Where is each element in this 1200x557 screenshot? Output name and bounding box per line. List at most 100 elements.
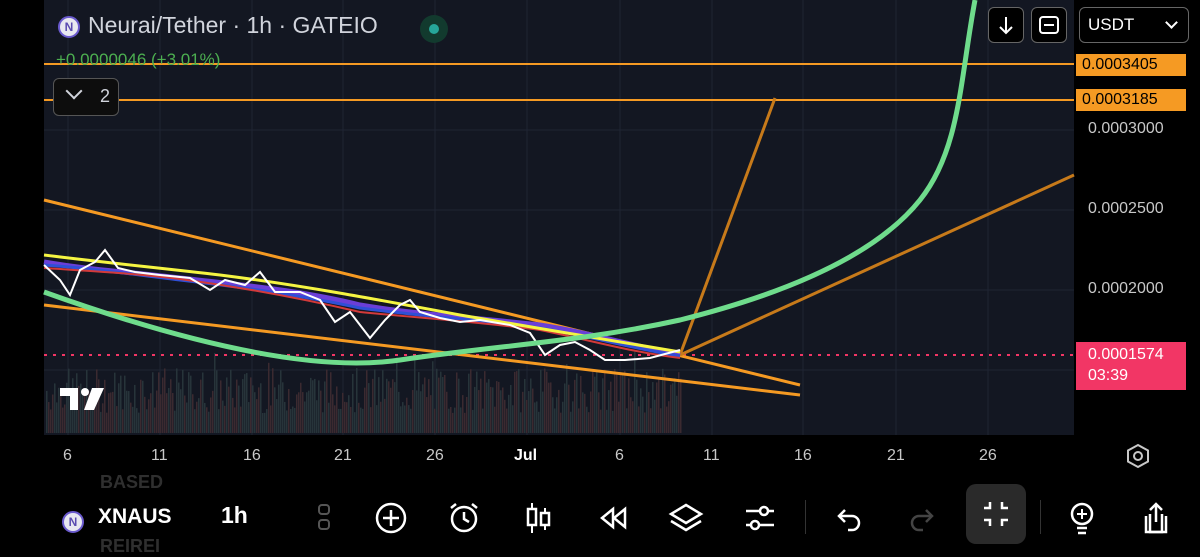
collapse-icon (984, 502, 1008, 526)
volume-bar (472, 409, 474, 433)
volume-bar (98, 379, 100, 433)
volume-bar (154, 407, 156, 433)
market-status-icon[interactable] (420, 15, 448, 43)
volume-bar (444, 374, 446, 433)
volume-bar (286, 410, 288, 433)
volume-bar (104, 379, 106, 433)
volume-bar (456, 372, 458, 433)
volume-bar (470, 369, 472, 433)
symbol-title[interactable]: Neurai/Tether · 1h · GATEIO (88, 12, 378, 38)
volume-bar (498, 381, 500, 433)
share-icon[interactable] (1138, 500, 1174, 536)
volume-bar (102, 403, 104, 433)
toolbar-divider (805, 500, 806, 534)
legend-toggle-button[interactable]: 2 (53, 78, 119, 116)
download-button[interactable] (988, 7, 1024, 43)
ticker-ghost-below: REIREI (100, 536, 161, 556)
volume-bar (476, 371, 478, 433)
chart-canvas[interactable] (0, 0, 1200, 478)
volume-bar (142, 380, 144, 433)
volume-bar (80, 383, 82, 433)
undo-icon[interactable] (830, 500, 866, 536)
alarm-icon[interactable] (446, 500, 482, 536)
compare-icon[interactable] (312, 500, 348, 536)
fit-screen-button[interactable] (1031, 7, 1067, 43)
volume-bar (528, 391, 530, 433)
lightbulb-icon[interactable] (1064, 500, 1100, 536)
volume-bar (166, 393, 168, 433)
volume-bar (600, 409, 602, 433)
volume-bar (592, 370, 594, 433)
volume-bar (94, 400, 96, 433)
volume-bar (670, 384, 672, 433)
time-tick: 16 (243, 447, 261, 464)
volume-bar (222, 400, 224, 433)
volume-bar (560, 412, 562, 433)
volume-bar (628, 378, 630, 433)
volume-bar (244, 374, 246, 433)
volume-bar (228, 386, 230, 433)
rewind-icon[interactable] (596, 500, 632, 536)
volume-bar (256, 399, 258, 433)
price-tick: 0.0003000 (1088, 120, 1164, 137)
volume-bar (584, 393, 586, 433)
settings-gear-icon[interactable] (1125, 443, 1151, 469)
volume-bar (418, 372, 420, 433)
volume-bar (148, 399, 150, 433)
time-tick: 6 (63, 447, 72, 464)
volume-bar (620, 373, 622, 433)
alert-price-label-1[interactable]: 0.0003405 (1076, 54, 1186, 76)
volume-bar (650, 408, 652, 433)
volume-bar (352, 373, 354, 433)
ticker-ghost-above: BASED (100, 472, 164, 492)
volume-bar (152, 372, 154, 433)
collapse-button[interactable] (966, 484, 1026, 544)
volume-bar (304, 401, 306, 433)
alert-price-label-2[interactable]: 0.0003185 (1076, 89, 1186, 111)
bar-countdown: 03:39 (1088, 367, 1129, 384)
volume-bar (440, 371, 442, 433)
candles-icon[interactable] (520, 500, 556, 536)
volume-bar (278, 384, 280, 433)
volume-bar (360, 407, 362, 433)
symbol-logo-icon[interactable]: N (62, 511, 84, 533)
settings-sliders-icon[interactable] (742, 500, 778, 536)
volume-bar (382, 370, 384, 433)
volume-bar (482, 408, 484, 433)
volume-bar (396, 357, 398, 433)
volume-bar (378, 377, 380, 433)
redo-icon[interactable] (905, 500, 941, 536)
layers-icon[interactable] (668, 500, 704, 536)
volume-bar (644, 412, 646, 433)
volume-bar (180, 389, 182, 433)
volume-bar (598, 392, 600, 433)
volume-bar (280, 370, 282, 433)
volume-bar (140, 379, 142, 433)
volume-bar (146, 409, 148, 433)
interval-button[interactable]: 1h (221, 502, 248, 528)
volume-bar (478, 390, 480, 433)
volume-bar (654, 399, 656, 433)
volume-bar (174, 410, 176, 433)
volume-bar (328, 402, 330, 433)
volume-bar (460, 407, 462, 433)
volume-bar (450, 406, 452, 433)
volume-bar (330, 372, 332, 433)
symbol-button[interactable]: XNAUS (98, 505, 172, 528)
volume-bar (660, 408, 662, 433)
volume-bar (130, 402, 132, 433)
volume-bar (642, 396, 644, 433)
volume-bar (200, 379, 202, 433)
volume-bar (312, 380, 314, 433)
plus-circle-icon[interactable] (373, 500, 409, 536)
volume-bar (374, 369, 376, 433)
currency-select[interactable]: USDT (1079, 7, 1189, 43)
volume-bar (578, 408, 580, 433)
volume-bar (426, 397, 428, 433)
volume-bar (508, 394, 510, 433)
volume-bar (164, 368, 166, 433)
volume-bar (640, 388, 642, 433)
price-tick: 0.0002500 (1088, 200, 1164, 217)
volume-bar (128, 391, 130, 433)
projection-line-shallow (679, 173, 1075, 357)
